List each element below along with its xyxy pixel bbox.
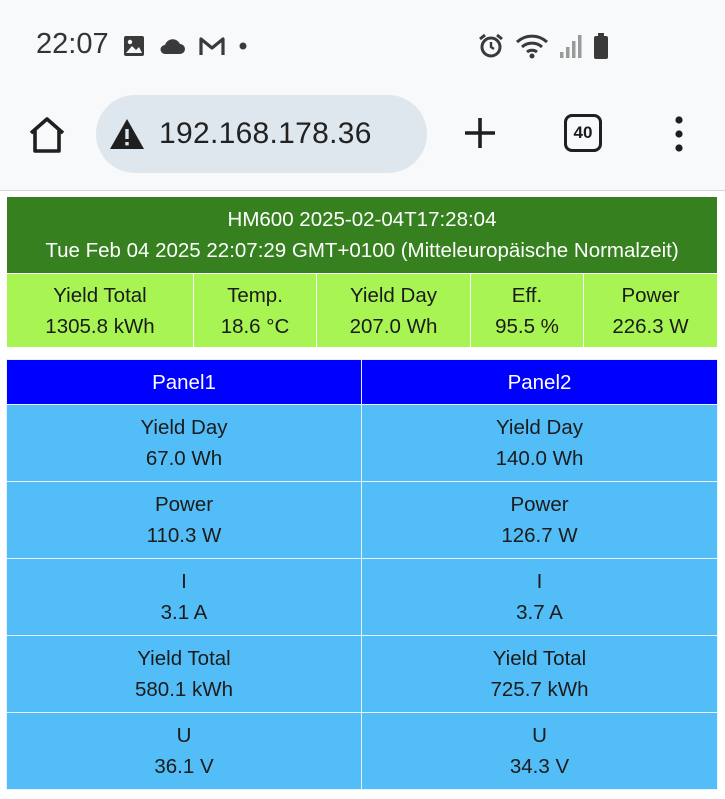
alarm-icon: [479, 33, 503, 58]
more-vert-icon[interactable]: [672, 114, 686, 154]
panel-header-row: Panel1 Panel2: [6, 359, 718, 405]
cell-value: 3.7 A: [516, 601, 563, 624]
metric-value: 1305.8 kWh: [45, 314, 155, 338]
metric-power: Power 226.3 W: [583, 273, 718, 348]
table-row: Yield Day 67.0 Wh Yield Day 140.0 Wh: [6, 404, 718, 482]
warning-icon[interactable]: [109, 117, 145, 151]
url-text[interactable]: 192.168.178.36: [159, 117, 372, 150]
table-row: Power 110.3 W Power 126.7 W: [6, 481, 718, 559]
cell-value: 36.1 V: [154, 755, 214, 778]
cell-label: U: [532, 724, 547, 747]
cell-label: U: [176, 724, 192, 747]
tab-count: 40: [573, 123, 593, 142]
cell-label: Yield Total: [492, 647, 587, 670]
metric-temp: Temp. 18.6 °C: [193, 273, 317, 348]
inverter-header: HM600 2025-02-04T17:28:04 Tue Feb 04 202…: [6, 196, 718, 274]
cell-label: Power: [154, 493, 214, 516]
inverter-metrics-row: Yield Total 1305.8 kWh Temp. 18.6 °C Yie…: [6, 273, 718, 348]
panel-table: Panel1 Panel2 Yield Day 67.0 Wh Yield Da…: [6, 359, 718, 790]
notification-icons: [122, 34, 248, 58]
panel1-yield-total: Yield Total 580.1 kWh: [6, 635, 362, 713]
metric-yield-day: Yield Day 207.0 Wh: [316, 273, 471, 348]
gmail-icon: [199, 37, 225, 55]
panel2-yield-day: Yield Day 140.0 Wh: [361, 404, 718, 482]
cell-value: 126.7 W: [501, 524, 578, 547]
metric-value: 18.6 °C: [220, 314, 290, 338]
clock: 22:07: [36, 28, 109, 60]
metric-label: Yield Total: [53, 283, 147, 307]
image-icon: [124, 36, 144, 56]
metric-label: Eff.: [511, 283, 543, 307]
inverter-datetime: Tue Feb 04 2025 22:07:29 GMT+0100 (Mitte…: [45, 239, 679, 262]
status-bar: 22:07: [0, 0, 725, 92]
panel1-power: Power 110.3 W: [6, 481, 362, 559]
tabs-button[interactable]: 40: [564, 114, 602, 152]
signal-icon: [560, 35, 582, 58]
panel1-yield-day: Yield Day 67.0 Wh: [6, 404, 362, 482]
wifi-icon: [515, 34, 549, 59]
cell-label: Power: [510, 493, 569, 516]
table-row: I 3.1 A I 3.7 A: [6, 558, 718, 636]
battery-icon: [594, 33, 608, 59]
cell-label: Yield Day: [140, 416, 228, 439]
panel2-current: I 3.7 A: [361, 558, 718, 636]
metric-value: 226.3 W: [612, 314, 689, 338]
metric-label: Power: [621, 283, 680, 307]
cell-value: 580.1 kWh: [135, 678, 233, 701]
panel2-yield-total: Yield Total 725.7 kWh: [361, 635, 718, 713]
cell-value: 67.0 Wh: [145, 447, 223, 470]
panel1-header: Panel1: [6, 359, 362, 405]
panel1-current: I 3.1 A: [6, 558, 362, 636]
cell-label: Yield Day: [496, 416, 583, 439]
plus-icon[interactable]: [461, 114, 499, 152]
dot-icon: [239, 42, 247, 50]
home-icon[interactable]: [26, 114, 68, 156]
metric-value: 207.0 Wh: [349, 314, 438, 338]
cell-value: 110.3 W: [146, 524, 222, 547]
metric-eff: Eff. 95.5 %: [470, 273, 584, 348]
inverter-title: HM600 2025-02-04T17:28:04: [227, 208, 497, 231]
system-icons: [477, 32, 609, 60]
panel2-header: Panel2: [361, 359, 718, 405]
table-row: U 36.1 V U 34.3 V: [6, 712, 718, 790]
metric-label: Yield Day: [350, 283, 437, 307]
cell-label: Yield Total: [137, 647, 231, 670]
cell-value: 3.1 A: [160, 601, 208, 624]
cloud-icon: [160, 39, 185, 54]
metric-label: Temp.: [227, 283, 283, 307]
table-row: Yield Total 580.1 kWh Yield Total 725.7 …: [6, 635, 718, 713]
cell-value: 34.3 V: [509, 755, 570, 778]
metric-yield-total: Yield Total 1305.8 kWh: [6, 273, 194, 348]
panel2-power: Power 126.7 W: [361, 481, 718, 559]
cell-label: I: [181, 570, 187, 593]
browser-toolbar: 192.168.178.36 40: [0, 92, 725, 191]
cell-label: I: [536, 570, 543, 593]
metric-value: 95.5 %: [495, 314, 559, 338]
address-bar[interactable]: 192.168.178.36: [96, 95, 427, 173]
cell-value: 725.7 kWh: [490, 678, 589, 701]
inverter-table: HM600 2025-02-04T17:28:04 Tue Feb 04 202…: [6, 196, 718, 348]
panel2-voltage: U 34.3 V: [361, 712, 718, 790]
panel1-voltage: U 36.1 V: [6, 712, 362, 790]
cell-value: 140.0 Wh: [495, 447, 584, 470]
